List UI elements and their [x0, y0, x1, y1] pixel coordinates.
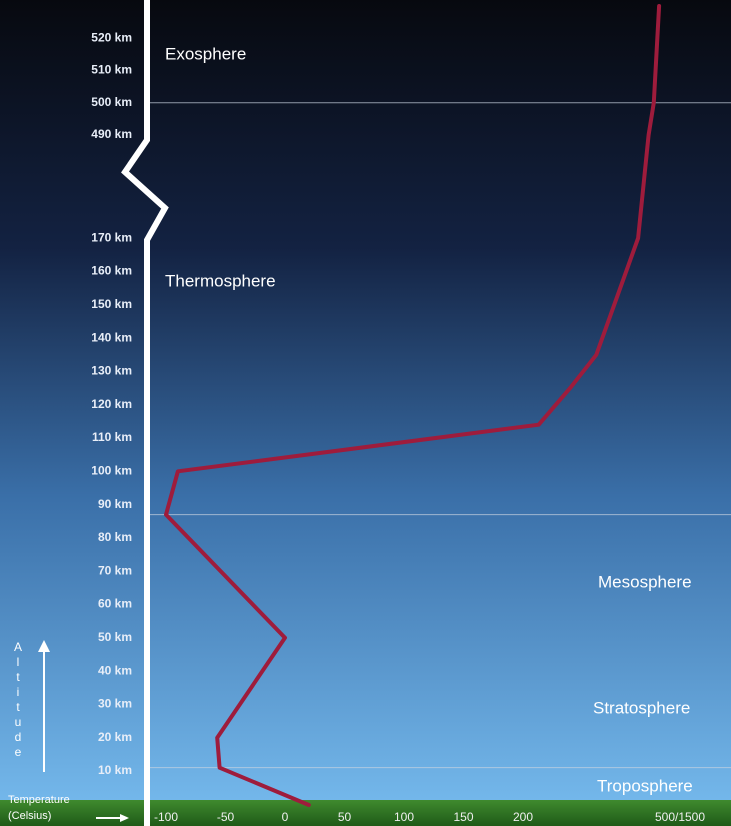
y-tick-label: 160 km [91, 264, 132, 278]
y-tick-label: 500 km [91, 95, 132, 109]
y-tick-label: 120 km [91, 397, 132, 411]
x-tick-label: 150 [453, 810, 473, 824]
x-axis-label: (Celsius) [8, 810, 51, 822]
layer-label: Troposphere [597, 776, 693, 795]
y-tick-label: 10 km [98, 763, 132, 777]
layer-label: Mesosphere [598, 572, 692, 591]
x-tick-label: -100 [154, 810, 178, 824]
y-tick-label: 490 km [91, 127, 132, 141]
y-tick-label: 20 km [98, 730, 132, 744]
y-tick-label: 70 km [98, 563, 132, 577]
x-tick-label: 50 [338, 810, 352, 824]
altitude-arrowhead [38, 640, 50, 652]
y-tick-label: 90 km [98, 497, 132, 511]
x-axis-label: Temperature [8, 794, 70, 806]
y-tick-label: 60 km [98, 597, 132, 611]
x-tick-label: -50 [217, 810, 235, 824]
y-tick-label: 80 km [98, 530, 132, 544]
layer-label: Exosphere [165, 44, 246, 63]
y-tick-label: 50 km [98, 630, 132, 644]
ground [0, 800, 731, 826]
x-tick-label: 200 [513, 810, 533, 824]
y-tick-label: 510 km [91, 63, 132, 77]
layer-label: Stratosphere [593, 698, 690, 717]
layer-label: Thermosphere [165, 271, 276, 290]
x-tick-label: 500/1500 [655, 810, 705, 824]
y-tick-label: 100 km [91, 463, 132, 477]
x-tick-label: 0 [282, 810, 289, 824]
y-tick-label: 170 km [91, 230, 132, 244]
y-tick-label: 110 km [92, 430, 132, 444]
y-axis-label: Altitude [11, 640, 25, 760]
y-tick-label: 30 km [98, 697, 132, 711]
y-tick-label: 140 km [91, 330, 132, 344]
y-tick-label: 40 km [98, 663, 132, 677]
altitude-axis [121, 0, 169, 826]
temperature-arrowhead [120, 814, 129, 822]
temperature-line [164, 4, 662, 807]
x-tick-label: 100 [394, 810, 414, 824]
y-tick-label: 520 km [91, 30, 132, 44]
y-tick-label: 150 km [91, 297, 132, 311]
y-tick-label: 130 km [91, 364, 132, 378]
